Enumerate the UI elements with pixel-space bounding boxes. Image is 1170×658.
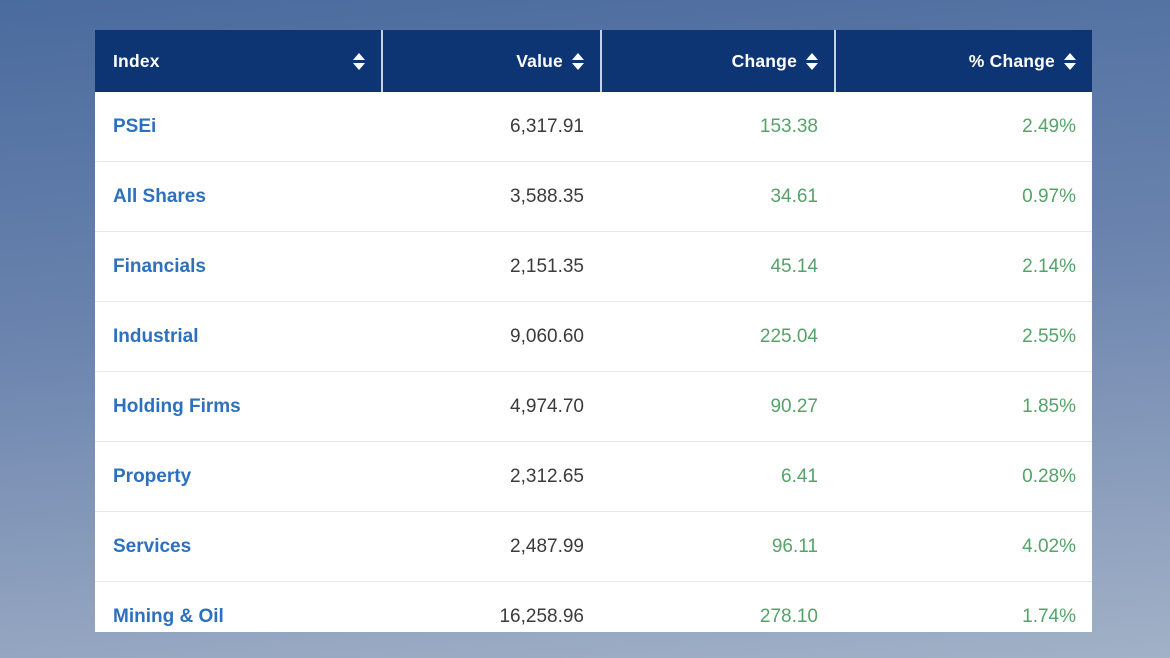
pct-change-cell: 0.97% xyxy=(1022,185,1076,207)
sort-arrows-icon[interactable] xyxy=(1064,52,1076,70)
change-cell: 153.38 xyxy=(759,115,818,137)
index-cell: Holding Firms xyxy=(95,396,381,418)
value-cell: 3,588.35 xyxy=(510,185,584,207)
index-cell: Financials xyxy=(95,256,381,278)
index-link[interactable]: Services xyxy=(113,535,192,557)
sort-up-triangle xyxy=(1064,52,1076,60)
change-cell: 6.41 xyxy=(781,465,818,487)
index-link[interactable]: All Shares xyxy=(113,185,206,207)
pct-change-cell: 4.02% xyxy=(1022,535,1076,557)
sort-arrows-icon[interactable] xyxy=(353,52,365,70)
table-header-row: Index Value Change % Change xyxy=(95,30,1092,92)
column-header-index[interactable]: Index xyxy=(95,30,381,92)
change-cell: 96.11 xyxy=(771,535,818,557)
index-cell: Industrial xyxy=(95,326,381,348)
pct-change-cell: 2.14% xyxy=(1022,255,1076,277)
column-header-value[interactable]: Value xyxy=(381,30,600,92)
value-cell: 6,317.91 xyxy=(510,115,584,137)
sort-up-triangle xyxy=(353,52,365,60)
sort-arrows-icon[interactable] xyxy=(806,52,818,70)
value-cell: 4,974.70 xyxy=(510,395,584,417)
sort-arrows-icon[interactable] xyxy=(572,52,584,70)
index-link[interactable]: Industrial xyxy=(113,325,199,347)
column-label: Value xyxy=(516,50,563,71)
sort-down-triangle xyxy=(806,62,818,70)
value-cell: 2,487.99 xyxy=(510,535,584,557)
index-link[interactable]: Financials xyxy=(113,255,206,277)
column-header-change[interactable]: Change xyxy=(600,30,834,92)
column-header-pct_change[interactable]: % Change xyxy=(834,30,1092,92)
index-cell: All Shares xyxy=(95,186,381,208)
change-cell: 90.27 xyxy=(770,395,818,417)
sort-down-triangle xyxy=(353,62,365,70)
pct-change-cell: 1.85% xyxy=(1022,395,1076,417)
table-row: Services 2,487.99 96.11 4.02% xyxy=(95,512,1092,582)
index-cell: PSEi xyxy=(95,116,381,138)
sort-up-triangle xyxy=(806,52,818,60)
index-link[interactable]: Mining & Oil xyxy=(113,605,224,627)
index-cell: Services xyxy=(95,536,381,558)
column-label: Change xyxy=(731,50,797,71)
change-cell: 225.04 xyxy=(759,325,818,347)
value-cell: 2,151.35 xyxy=(510,255,584,277)
index-cell: Mining & Oil xyxy=(95,606,381,628)
index-cell: Property xyxy=(95,466,381,488)
sort-down-triangle xyxy=(572,62,584,70)
pct-change-cell: 0.28% xyxy=(1022,465,1076,487)
table-row: Property 2,312.65 6.41 0.28% xyxy=(95,442,1092,512)
sort-up-triangle xyxy=(572,52,584,60)
column-label: Index xyxy=(113,50,160,71)
pct-change-cell: 1.74% xyxy=(1022,605,1076,627)
sort-down-triangle xyxy=(1064,62,1076,70)
table-row: Holding Firms 4,974.70 90.27 1.85% xyxy=(95,372,1092,442)
change-cell: 45.14 xyxy=(770,255,818,277)
index-link[interactable]: Property xyxy=(113,465,192,487)
table-row: PSEi 6,317.91 153.38 2.49% xyxy=(95,92,1092,162)
pct-change-cell: 2.55% xyxy=(1022,325,1076,347)
pct-change-cell: 2.49% xyxy=(1022,115,1076,137)
index-link[interactable]: Holding Firms xyxy=(113,395,241,417)
table-row: Mining & Oil 16,258.96 278.10 1.74% xyxy=(95,582,1092,632)
index-link[interactable]: PSEi xyxy=(113,115,157,137)
table-row: Industrial 9,060.60 225.04 2.55% xyxy=(95,302,1092,372)
change-cell: 34.61 xyxy=(770,185,818,207)
table-row: Financials 2,151.35 45.14 2.14% xyxy=(95,232,1092,302)
table-row: All Shares 3,588.35 34.61 0.97% xyxy=(95,162,1092,232)
market-indices-table: Index Value Change % Change PSEi 6,317.9… xyxy=(95,30,1092,632)
column-label: % Change xyxy=(968,50,1055,71)
value-cell: 16,258.96 xyxy=(499,605,584,627)
value-cell: 2,312.65 xyxy=(510,465,584,487)
value-cell: 9,060.60 xyxy=(510,325,584,347)
table-body: PSEi 6,317.91 153.38 2.49% All Shares 3,… xyxy=(95,92,1092,632)
change-cell: 278.10 xyxy=(759,605,818,627)
